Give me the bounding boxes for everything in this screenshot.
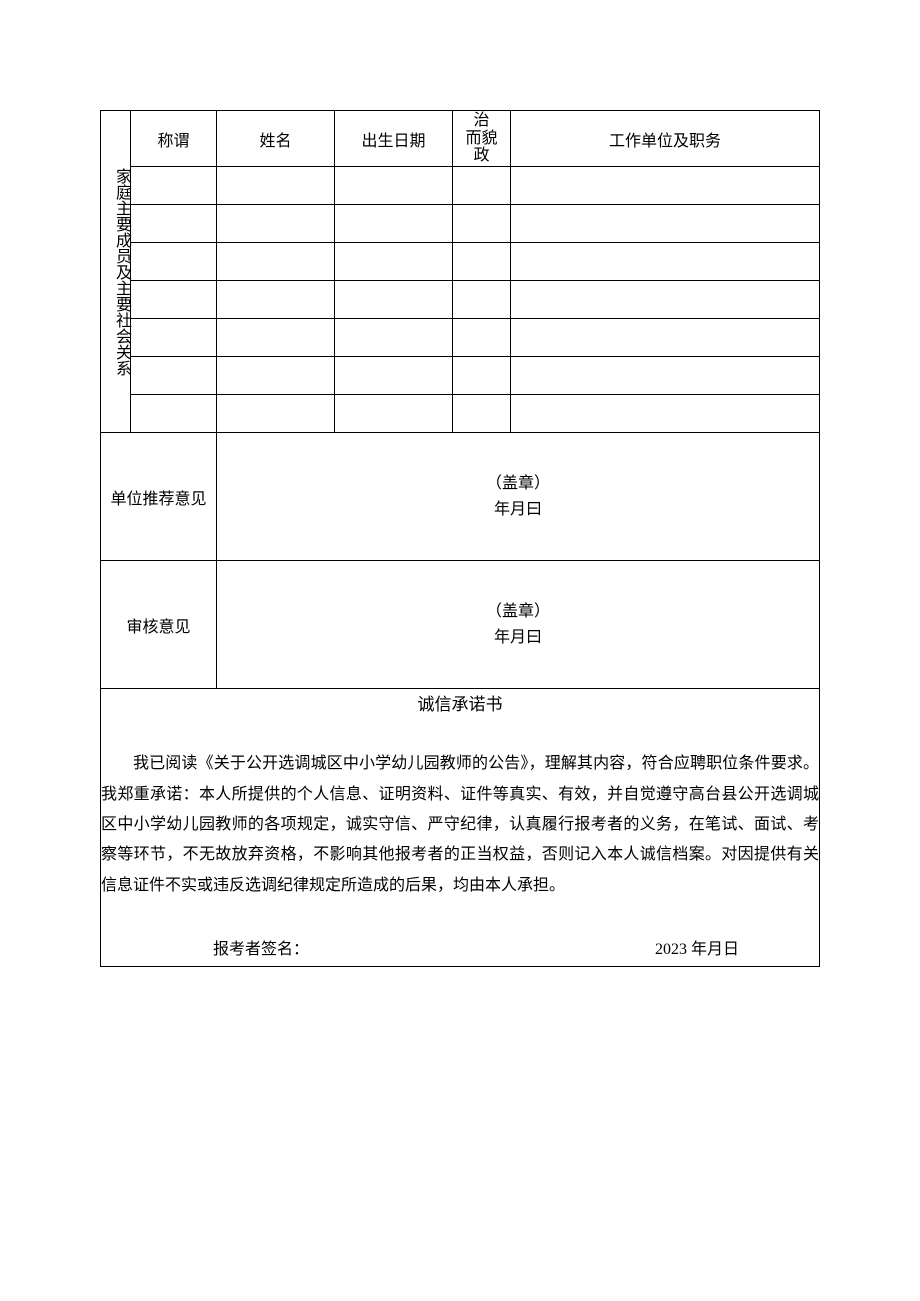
col-politics: 治 而貌 政 — [453, 111, 511, 167]
cell-dob — [335, 357, 453, 395]
opinion1-label: 单位推荐意见 — [101, 433, 217, 561]
cell-name — [217, 395, 335, 433]
opinion1-seal: （盖章） — [217, 471, 819, 497]
cell-work — [511, 357, 820, 395]
col-relation: 称谓 — [131, 111, 217, 167]
family-section-label: 家庭主要成员及主要社会关系 — [101, 111, 131, 433]
cell-dob — [335, 205, 453, 243]
cell-work — [511, 205, 820, 243]
cell-politics — [453, 243, 511, 281]
opinion2-date: 年月曰 — [217, 625, 819, 651]
table-row — [101, 243, 820, 281]
table-row — [101, 319, 820, 357]
cell-name — [217, 281, 335, 319]
cell-politics — [453, 319, 511, 357]
pledge-row: 诚信承诺书 我已阅读《关于公开选调城区中小学幼儿园教师的公告》，理解其内容，符合… — [101, 689, 820, 967]
opinion1-content: （盖章） 年月曰 — [217, 433, 820, 561]
cell-name — [217, 243, 335, 281]
cell-name — [217, 319, 335, 357]
opinion2-content: （盖章） 年月曰 — [217, 561, 820, 689]
opinion2-label: 审核意见 — [101, 561, 217, 689]
cell-relation — [131, 395, 217, 433]
opinion1-date: 年月曰 — [217, 497, 819, 523]
cell-politics — [453, 395, 511, 433]
cell-dob — [335, 281, 453, 319]
col-name: 姓名 — [217, 111, 335, 167]
table-row — [101, 281, 820, 319]
pledge-body: 我已阅读《关于公开选调城区中小学幼儿园教师的公告》，理解其内容，符合应聘职位条件… — [101, 749, 819, 901]
cell-name — [217, 205, 335, 243]
cell-name — [217, 167, 335, 205]
table-row — [101, 395, 820, 433]
col-politics-l3: 政 — [453, 147, 510, 165]
cell-work — [511, 319, 820, 357]
cell-name — [217, 357, 335, 395]
pledge-cell: 诚信承诺书 我已阅读《关于公开选调城区中小学幼儿园教师的公告》，理解其内容，符合… — [101, 689, 820, 967]
opinion1-row: 单位推荐意见 （盖章） 年月曰 — [101, 433, 820, 561]
pledge-sign-label: 报考者签名： — [213, 935, 309, 965]
cell-politics — [453, 205, 511, 243]
opinion2-seal: （盖章） — [217, 599, 819, 625]
pledge-title: 诚信承诺书 — [101, 689, 819, 721]
col-politics-l2: 而貌 — [453, 130, 510, 148]
cell-dob — [335, 167, 453, 205]
table-row — [101, 357, 820, 395]
cell-relation — [131, 243, 217, 281]
cell-dob — [335, 395, 453, 433]
cell-relation — [131, 281, 217, 319]
cell-work — [511, 243, 820, 281]
pledge-sign-date: 2023 年月日 — [655, 935, 739, 965]
col-work: 工作单位及职务 — [511, 111, 820, 167]
cell-politics — [453, 281, 511, 319]
cell-relation — [131, 205, 217, 243]
form-table: 家庭主要成员及主要社会关系 称谓 姓名 出生日期 治 而貌 政 工作单位及职务 — [100, 110, 820, 967]
cell-relation — [131, 167, 217, 205]
cell-work — [511, 167, 820, 205]
cell-relation — [131, 319, 217, 357]
col-dob: 出生日期 — [335, 111, 453, 167]
family-section-label-text: 家庭主要成员及主要社会关系 — [101, 168, 131, 376]
cell-work — [511, 281, 820, 319]
table-row — [101, 205, 820, 243]
cell-politics — [453, 357, 511, 395]
table-row — [101, 167, 820, 205]
cell-dob — [335, 319, 453, 357]
opinion2-row: 审核意见 （盖章） 年月曰 — [101, 561, 820, 689]
cell-work — [511, 395, 820, 433]
family-header-row: 家庭主要成员及主要社会关系 称谓 姓名 出生日期 治 而貌 政 工作单位及职务 — [101, 111, 820, 167]
pledge-sign-line: 报考者签名： 2023 年月日 — [101, 935, 819, 965]
cell-politics — [453, 167, 511, 205]
cell-dob — [335, 243, 453, 281]
cell-relation — [131, 357, 217, 395]
col-politics-l1: 治 — [453, 112, 510, 130]
